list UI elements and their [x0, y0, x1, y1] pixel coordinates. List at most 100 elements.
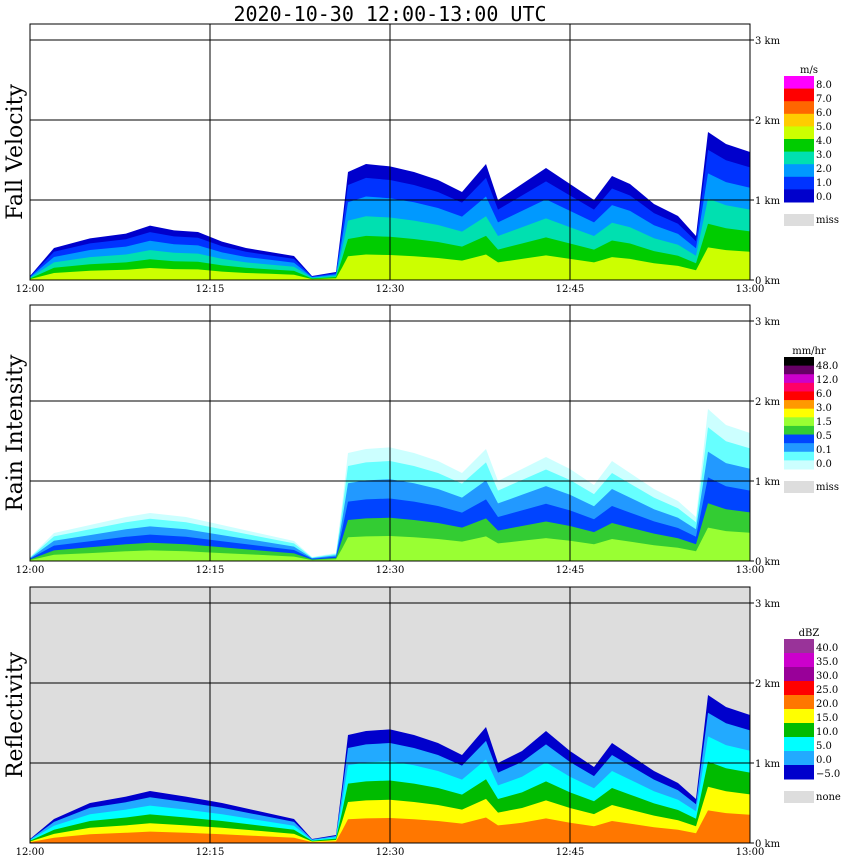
x-tick-label: 12:30 — [376, 284, 405, 295]
colorbar-swatch — [784, 139, 814, 153]
panel-frame — [29, 304, 751, 562]
y-tick-label: 2 km — [755, 679, 781, 690]
colorbar-swatch — [784, 460, 814, 470]
y-tick-label: 3 km — [755, 599, 781, 610]
y-axis-label: Reflectivity — [3, 651, 28, 778]
colorbar-swatch — [784, 451, 814, 461]
colorbar-swatch — [784, 723, 814, 738]
colorbar-level: 20.0 — [816, 699, 838, 710]
panel-frame — [29, 23, 751, 281]
colorbar-level: 40.0 — [816, 643, 838, 654]
colorbar-miss-swatch — [784, 791, 814, 803]
colorbar-level: 5.0 — [816, 741, 832, 752]
panel-frame — [29, 586, 751, 844]
y-tick-label: 1 km — [755, 477, 781, 488]
colorbar-swatch — [784, 709, 814, 724]
colorbar-level: 10.0 — [816, 727, 838, 738]
colorbar-level: 35.0 — [816, 657, 838, 668]
colorbar-swatch — [784, 765, 814, 780]
x-tick-label: 12:30 — [376, 847, 405, 858]
colorbar-swatch — [784, 101, 814, 115]
colorbar-miss-swatch — [784, 214, 814, 226]
colorbar-level: 48.0 — [816, 361, 838, 372]
x-tick-label: 12:30 — [376, 565, 405, 576]
colorbar-level: 3.0 — [816, 403, 832, 414]
colorbar-level: 0.1 — [816, 445, 832, 456]
page-title: 2020-10-30 12:00-13:00 UTC — [233, 2, 547, 26]
colorbar-swatch — [784, 751, 814, 766]
colorbar-level: −5.0 — [816, 769, 840, 780]
x-tick-label: 12:15 — [196, 847, 225, 858]
y-tick-label: 1 km — [755, 196, 781, 207]
colorbar-swatch — [784, 681, 814, 696]
colorbar-swatch — [784, 667, 814, 682]
colorbar-swatch — [784, 113, 814, 127]
colorbar-swatch — [784, 88, 814, 102]
colorbar-level: 1.5 — [816, 417, 832, 428]
panel-3: 12:00 12:15 12:30 12:45 13:000 km 1 km 2 km 3 k… — [3, 586, 841, 858]
colorbar-swatch — [784, 408, 814, 418]
colorbar-swatch — [784, 374, 814, 384]
colorbar-level: 5.0 — [816, 122, 832, 133]
colorbar-level: 0.5 — [816, 431, 832, 442]
colorbar-level: 2.0 — [816, 164, 832, 175]
colorbar-level: 0.0 — [816, 755, 832, 766]
x-tick-label: 12:45 — [556, 284, 585, 295]
colorbar-level: 15.0 — [816, 713, 838, 724]
colorbar-level: 7.0 — [816, 94, 832, 105]
colorbar-swatch — [784, 365, 814, 375]
x-tick-label: 12:45 — [556, 847, 585, 858]
colorbar-swatch — [784, 164, 814, 178]
colorbar-level: 25.0 — [816, 685, 838, 696]
colorbar-swatch — [784, 695, 814, 710]
y-tick-label: 2 km — [755, 397, 781, 408]
colorbar-swatch — [784, 417, 814, 427]
colorbar-level: 3.0 — [816, 150, 832, 161]
colorbar-swatch — [784, 382, 814, 392]
y-tick-label: 1 km — [755, 759, 781, 770]
colorbar-swatch — [784, 639, 814, 654]
colorbar-level: 8.0 — [816, 80, 832, 91]
colorbar-unit: mm/hr — [792, 346, 826, 357]
y-tick-label: 3 km — [755, 317, 781, 328]
colorbar-level: 1.0 — [816, 178, 832, 189]
colorbar-swatch — [784, 189, 814, 203]
x-tick-label: 12:15 — [196, 565, 225, 576]
colorbar-swatch — [784, 653, 814, 668]
colorbar-swatch — [784, 151, 814, 165]
colorbar-swatch — [784, 176, 814, 190]
y-tick-label: 0 km — [755, 276, 781, 287]
colorbar-level: 0.0 — [816, 192, 832, 203]
panel-1: 12:00 12:15 12:30 12:45 13:000 km 1 km 2 km 3 k… — [3, 23, 839, 295]
x-tick-label: 13:00 — [736, 284, 765, 295]
y-tick-label: 0 km — [755, 839, 781, 850]
y-axis-label: Fall Velocity — [3, 84, 28, 220]
x-tick-label: 13:00 — [736, 847, 765, 858]
colorbar-level: 6.0 — [816, 389, 832, 400]
colorbar-swatch — [784, 357, 814, 367]
colorbar-swatch — [784, 126, 814, 140]
colorbar-swatch — [784, 737, 814, 752]
colorbar-miss-swatch — [784, 481, 814, 493]
x-tick-label: 12:00 — [16, 284, 45, 295]
colorbar-level: 0.0 — [816, 459, 832, 470]
colorbar-level: 4.0 — [816, 136, 832, 147]
colorbar-level: 30.0 — [816, 671, 838, 682]
y-axis-label: Rain Intensity — [3, 354, 28, 511]
x-tick-label: 12:45 — [556, 565, 585, 576]
y-tick-label: 0 km — [755, 557, 781, 568]
colorbar-swatch — [784, 443, 814, 453]
y-tick-label: 2 km — [755, 116, 781, 127]
colorbar-unit: dBZ — [799, 628, 820, 639]
x-tick-label: 13:00 — [736, 565, 765, 576]
colorbar-miss-label: miss — [816, 482, 839, 493]
colorbar-swatch — [784, 400, 814, 410]
colorbar-swatch — [784, 434, 814, 444]
colorbar-miss-label: none — [816, 792, 841, 803]
x-tick-label: 12:00 — [16, 847, 45, 858]
colorbar-swatch — [784, 391, 814, 401]
x-tick-label: 12:15 — [196, 284, 225, 295]
colorbar-level: 6.0 — [816, 108, 832, 119]
colorbar-unit: m/s — [800, 65, 818, 76]
